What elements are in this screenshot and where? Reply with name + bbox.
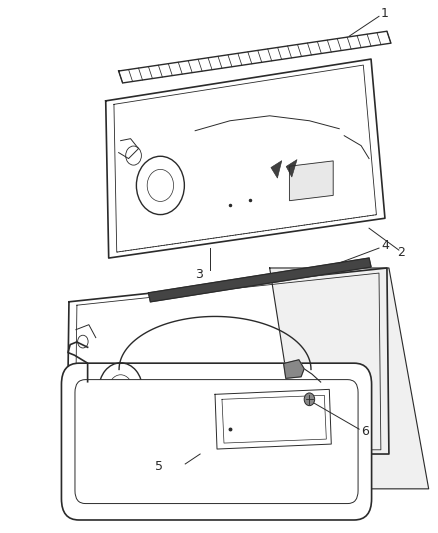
Polygon shape bbox=[67, 268, 388, 454]
Polygon shape bbox=[270, 160, 281, 178]
FancyBboxPatch shape bbox=[61, 363, 371, 520]
Polygon shape bbox=[148, 258, 370, 302]
Polygon shape bbox=[215, 389, 331, 449]
Text: 1: 1 bbox=[380, 7, 388, 20]
Polygon shape bbox=[286, 159, 297, 177]
Polygon shape bbox=[289, 161, 332, 201]
Polygon shape bbox=[283, 360, 304, 378]
Text: 4: 4 bbox=[380, 239, 388, 252]
Text: 5: 5 bbox=[155, 461, 163, 473]
Text: 2: 2 bbox=[396, 246, 404, 259]
Polygon shape bbox=[269, 268, 427, 489]
FancyBboxPatch shape bbox=[75, 379, 357, 504]
Polygon shape bbox=[118, 31, 390, 83]
Text: 3: 3 bbox=[195, 269, 202, 281]
Circle shape bbox=[304, 393, 314, 406]
Polygon shape bbox=[106, 59, 384, 258]
Text: 6: 6 bbox=[360, 425, 368, 438]
